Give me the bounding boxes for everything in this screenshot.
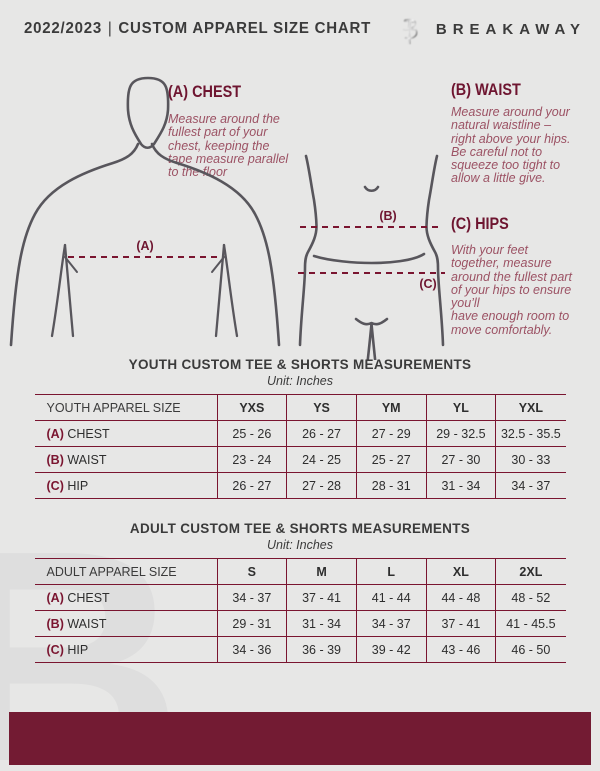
svg-text:(C): (C) (419, 277, 436, 291)
svg-text:(A): (A) (136, 239, 153, 253)
svg-text:(B): (B) (379, 209, 396, 223)
